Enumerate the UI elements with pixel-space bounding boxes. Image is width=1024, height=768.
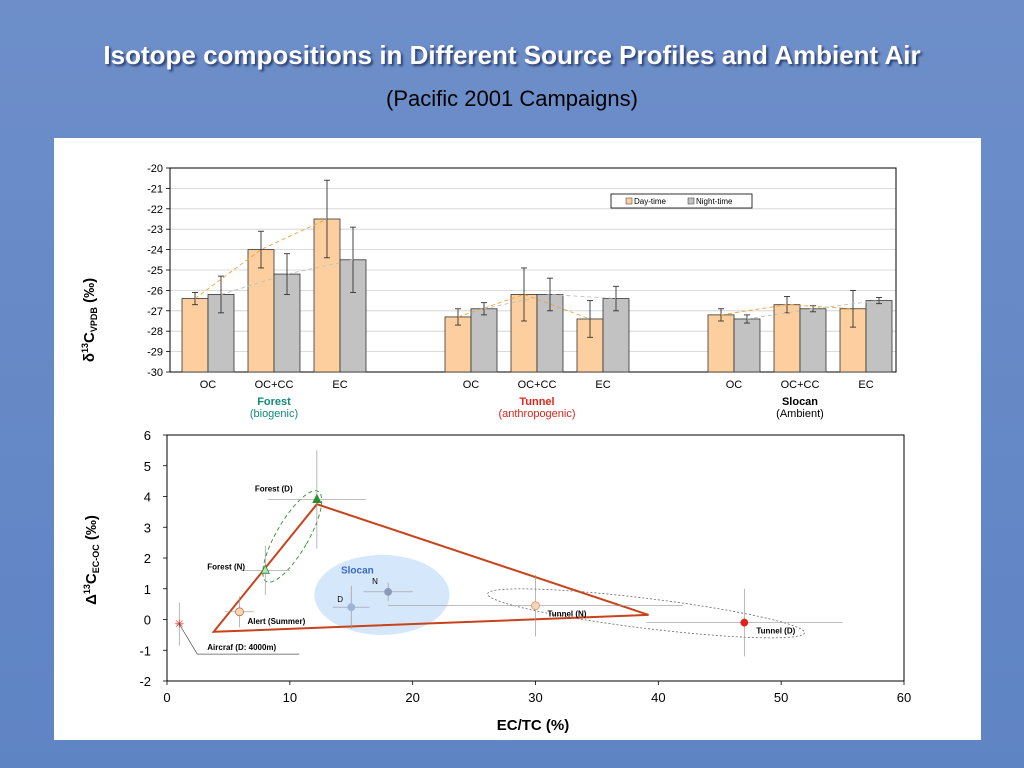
tunnel-ellipse	[487, 588, 805, 639]
bar-day-trend	[457, 294, 591, 320]
point-label: N	[372, 577, 378, 586]
slide-subtitle: (Pacific 2001 Campaigns)	[386, 86, 638, 111]
scatter-ytick-label: 6	[144, 428, 151, 443]
bar-ytick-label: -29	[147, 347, 163, 359]
scatter-ytick-label: -2	[139, 674, 151, 689]
bar-ytick-label: -23	[147, 224, 163, 236]
legend-box	[610, 193, 753, 209]
bar-group-sublabel: (biogenic)	[250, 408, 298, 420]
legend-swatch-day	[625, 197, 633, 205]
scatter-xtick-label: 50	[774, 690, 788, 705]
scatter-ytick-label: 0	[144, 613, 151, 628]
bar-ytick-label: -26	[147, 285, 163, 297]
bar-day	[247, 249, 275, 373]
point-marker	[531, 601, 540, 611]
bar-group-label: Slocan	[782, 396, 818, 408]
legend-label-day: Day-time	[634, 197, 667, 206]
bar-group-label: Forest	[257, 396, 291, 408]
scatter-point: ✳ Aircraf (D: 4000m)	[174, 602, 277, 652]
bar-ylabel: δ13CVPDB (‰)	[80, 278, 99, 362]
bar-category-label: OC+CC	[518, 379, 557, 391]
point-label: Aircraf (D: 4000m)	[207, 643, 276, 652]
scatter-xlabel: EC/TC (%)	[497, 717, 570, 734]
scatter-point: Forest (D)	[255, 450, 366, 549]
bar-night	[470, 308, 498, 373]
bar-category-label: OC+CC	[255, 379, 294, 391]
bar-category-label: EC	[858, 379, 873, 391]
scatter-ytick-label: 2	[144, 551, 151, 566]
scatter-point: Tunnel (D)	[646, 588, 843, 657]
scatter-ytick-label: -1	[139, 643, 151, 658]
point-marker	[384, 587, 393, 596]
scatter-plot-frame	[166, 434, 905, 682]
bar-ytick-label: -30	[147, 367, 163, 379]
bar-night	[799, 308, 827, 373]
charts-panel: δ13CVPDB (‰) -20 -21 -22 -23 -24 -25 -26 -27 -28…	[54, 138, 981, 740]
bar-ytick-label: -21	[147, 183, 163, 195]
scatter-point: N	[363, 577, 413, 602]
scatter-xtick-label: 60	[897, 690, 911, 705]
bar-night-trend	[746, 300, 880, 320]
scatter-xtick-label: 30	[528, 690, 542, 705]
point-marker	[740, 618, 749, 627]
scatter-xtick-label: 0	[163, 690, 170, 705]
mixing-triangle	[211, 503, 649, 633]
scatter-point: Forest (N)	[207, 545, 290, 595]
slide-title: Isotope compositions in Different Source…	[103, 40, 921, 70]
bar-night	[733, 318, 761, 373]
bar-day	[181, 298, 209, 373]
point-label: Forest (N)	[207, 562, 245, 571]
bar-group-sublabel: (Ambient)	[776, 408, 824, 420]
point-label: D	[337, 595, 343, 604]
scatter-ylabel: Δ13CEC-OC (‰)	[82, 515, 101, 605]
bar-day	[773, 304, 801, 373]
bar-ytick-label: -27	[147, 306, 163, 318]
bar-category-label: OC	[200, 379, 217, 391]
forest-ellipse	[262, 490, 323, 583]
point-label: Tunnel (D)	[756, 627, 795, 636]
bar-ytick-label: -25	[147, 265, 163, 277]
bar-category-label: EC	[595, 379, 610, 391]
slocan-region	[314, 554, 450, 635]
aircraft-leader-line	[178, 623, 300, 655]
bar-ytick-label: -22	[147, 204, 163, 216]
bar-group-label: Tunnel	[519, 396, 554, 408]
scatter-point: Tunnel (N)	[388, 574, 683, 637]
point-label: Forest (D)	[255, 485, 293, 494]
scatter-ytick-label: 3	[144, 520, 151, 535]
point-marker	[312, 493, 322, 503]
bar-category-label: EC	[332, 379, 347, 391]
bar-ytick-label: -24	[147, 245, 163, 257]
legend-label-night: Night-time	[696, 197, 733, 206]
bar-day-trend	[720, 304, 854, 316]
bar-night-trend	[220, 259, 354, 295]
bar-ytick-label: -20	[147, 163, 163, 175]
scatter-xtick-label: 20	[405, 690, 419, 705]
point-marker	[235, 607, 244, 617]
bar-night-trend	[483, 294, 617, 310]
bar-ytick-label: -28	[147, 326, 163, 338]
bar-chart: δ13CVPDB (‰) -20 -21 -22 -23 -24 -25 -26 -27 -28…	[80, 163, 897, 420]
scatter-ytick-label: 5	[144, 459, 151, 474]
scatter-ytick-label: 1	[144, 582, 151, 597]
scatter-ytick-label: 4	[144, 490, 151, 505]
point-label: Alert (Summer)	[247, 617, 305, 626]
bar-group-sublabel: (anthropogenic)	[498, 408, 575, 420]
bar-legend: Day-time Night-time	[610, 193, 753, 209]
legend-swatch-night	[687, 197, 695, 205]
bar-night	[865, 300, 893, 373]
scatter-xtick-label: 10	[283, 690, 297, 705]
bar-category-label: OC	[726, 379, 743, 391]
point-marker: ✳	[174, 617, 184, 631]
scatter-point: Alert (Summer)	[224, 596, 306, 628]
scatter-xtick-label: 40	[651, 690, 665, 705]
point-marker	[347, 603, 356, 612]
bar-category-label: OC	[463, 379, 480, 391]
point-marker	[260, 564, 270, 574]
bar-category-label: OC+CC	[781, 379, 820, 391]
slocan-region-label: Slocan	[341, 565, 374, 576]
bar-day	[707, 314, 735, 373]
scatter-point: D	[332, 585, 370, 629]
point-label: Tunnel (N)	[548, 610, 587, 619]
